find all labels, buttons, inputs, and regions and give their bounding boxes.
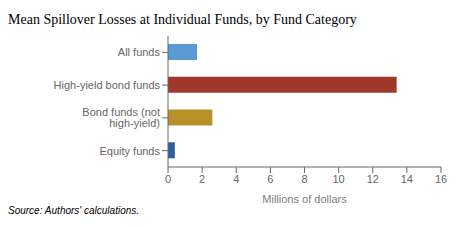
svg-text:2: 2 (199, 173, 205, 185)
svg-text:All funds: All funds (118, 46, 161, 58)
svg-text:High-yield bond funds: High-yield bond funds (54, 79, 161, 91)
svg-text:Millions of dollars: Millions of dollars (262, 193, 347, 203)
svg-text:Bond funds (nothigh-yield): Bond funds (nothigh-yield) (82, 106, 160, 129)
svg-text:14: 14 (401, 173, 413, 185)
svg-text:8: 8 (301, 173, 307, 185)
svg-text:Equity funds: Equity funds (99, 145, 160, 157)
svg-text:4: 4 (233, 173, 239, 185)
svg-text:0: 0 (165, 173, 171, 185)
html-text:Mean Spillover Losses at Indiv: Mean Spillover Losses at Individual Fund… (8, 12, 357, 27)
svg-text:10: 10 (333, 173, 345, 185)
svg-text:16: 16 (435, 173, 447, 185)
html-text:Source: Authors' calculations.: Source: Authors' calculations. (8, 205, 140, 216)
svg-text:6: 6 (267, 173, 273, 185)
svg-text:12: 12 (367, 173, 379, 185)
